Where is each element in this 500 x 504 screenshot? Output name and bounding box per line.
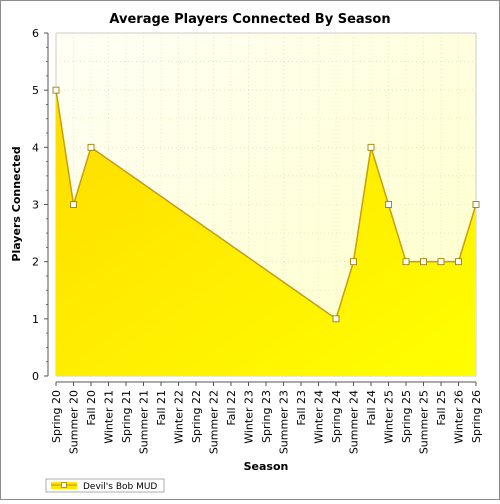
x-tick-label: Spring 22 bbox=[190, 390, 203, 443]
legend-marker bbox=[61, 482, 67, 488]
data-point bbox=[52, 86, 60, 94]
y-tick-label: 0 bbox=[32, 370, 39, 383]
data-point bbox=[437, 258, 445, 266]
data-point bbox=[455, 258, 462, 266]
x-tick-label: Summer 21 bbox=[138, 390, 151, 454]
x-axis-ticks: Spring 20 Summer 20 Fall 20 Winter 21 Spring… bbox=[50, 382, 483, 454]
data-point bbox=[385, 201, 392, 208]
x-axis-label: Season bbox=[244, 460, 289, 473]
x-tick-label: Winter 25 bbox=[383, 390, 396, 444]
x-tick-label: Winter 21 bbox=[103, 390, 116, 444]
y-tick-label: 4 bbox=[32, 141, 39, 154]
x-tick-label: Fall 24 bbox=[365, 390, 378, 426]
x-tick-label: Fall 22 bbox=[225, 390, 238, 426]
x-tick-label: Summer 22 bbox=[208, 390, 221, 454]
y-axis-label: Players Connected bbox=[10, 146, 23, 261]
x-tick-label: Summer 20 bbox=[68, 390, 81, 454]
data-point bbox=[402, 258, 410, 266]
x-tick-label: Spring 26 bbox=[470, 390, 483, 443]
y-axis-ticks: 0 1 2 3 4 5 6 bbox=[32, 27, 48, 383]
data-point bbox=[350, 258, 357, 266]
y-tick-label: 1 bbox=[32, 313, 39, 326]
x-tick-label: Fall 23 bbox=[295, 390, 308, 426]
data-area bbox=[56, 90, 476, 377]
x-tick-label: Summer 25 bbox=[418, 390, 431, 454]
x-tick-label: Fall 21 bbox=[155, 390, 168, 426]
chart-title: Average Players Connected By Season bbox=[109, 12, 390, 27]
data-point bbox=[420, 258, 427, 266]
x-tick-label: Winter 22 bbox=[173, 390, 186, 444]
x-tick-label: Winter 26 bbox=[453, 390, 466, 444]
x-tick-label: Spring 23 bbox=[260, 390, 273, 443]
y-tick-label: 5 bbox=[32, 84, 39, 97]
x-tick-label: Spring 24 bbox=[330, 390, 343, 443]
x-tick-label: Winter 24 bbox=[313, 390, 326, 444]
legend-label: Devil's Bob MUD bbox=[83, 482, 157, 492]
x-tick-label: Summer 24 bbox=[348, 390, 361, 454]
data-point bbox=[70, 201, 77, 208]
x-tick-label: Fall 25 bbox=[435, 390, 448, 426]
data-point bbox=[472, 201, 480, 208]
x-tick-label: Fall 20 bbox=[85, 390, 98, 426]
y-tick-label: 2 bbox=[32, 256, 39, 269]
x-tick-label: Winter 23 bbox=[243, 390, 256, 444]
y-tick-label: 3 bbox=[32, 199, 39, 212]
data-point bbox=[332, 315, 340, 323]
x-tick-label: Summer 23 bbox=[278, 390, 291, 454]
legend: Devil's Bob MUD bbox=[45, 478, 165, 493]
data-point bbox=[87, 143, 95, 151]
x-tick-label: Spring 25 bbox=[400, 390, 413, 443]
data-markers bbox=[52, 86, 480, 323]
x-tick-label: Spring 20 bbox=[50, 390, 63, 443]
y-tick-label: 6 bbox=[32, 27, 39, 40]
data-point bbox=[367, 143, 375, 151]
x-tick-label: Spring 21 bbox=[120, 390, 133, 443]
